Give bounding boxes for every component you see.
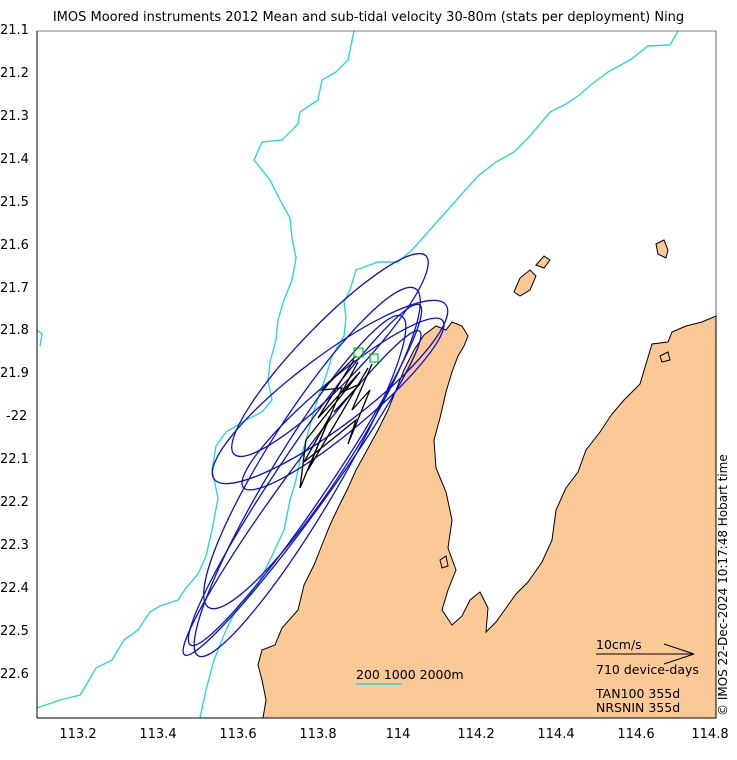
scale-arrow [596,643,695,665]
station-legend-item: NRSNIN 355d [596,700,681,715]
y-tick-label: 22.6 [0,667,29,682]
x-tick-label: 113.8 [299,727,337,742]
x-tick-label: 114.8 [691,727,729,742]
y-tick-label: 21.6 [0,238,29,253]
station-legend-item: TAN100 355d [596,686,681,701]
y-tick-label: 21.1 [0,23,29,38]
isobath-legend-label: 200 1000 2000m [356,667,464,682]
island [535,255,551,269]
variance-ellipse [182,330,422,656]
isobath-200m [199,30,679,719]
isobath-contours [36,30,679,719]
velocity-vector [333,361,361,413]
island [655,239,669,259]
velocity-vectors [299,355,373,489]
y-tick-label: 22.1 [0,452,29,467]
island [659,351,671,363]
x-tick-label: 114.6 [617,727,655,742]
y-tick-label: 22.5 [0,624,29,639]
y-tick-label: 22.4 [0,581,29,596]
variance-ellipses [182,252,449,658]
timestamp-label: © IMOS 22-Dec-2024 10:17:48 Hobart time [716,454,730,716]
y-tick-label: 21.9 [0,366,29,381]
y-tick-label: 21.4 [0,152,29,167]
y-tick-label: 21.3 [0,109,29,124]
station-marker-nrsnin[interactable] [353,347,364,358]
isobath-1000m [36,329,43,347]
station-marker-tan100[interactable] [369,353,379,363]
x-tick-label: 113.6 [219,727,257,742]
variance-ellipse [187,303,423,647]
velocity-vector [299,355,361,489]
y-tick-label: 21.7 [0,281,29,296]
island [439,555,449,569]
x-tick-label: 113.2 [59,727,97,742]
y-tick-label: -22 [6,409,28,424]
x-tick-label: 114.4 [537,727,575,742]
y-tick-label: 21.2 [0,66,29,81]
variance-ellipse [231,252,429,458]
variance-ellipse [203,286,421,610]
velocity-vector [303,363,373,471]
x-tick-label: 114.2 [457,727,495,742]
y-tick-label: 21.8 [0,323,29,338]
land-mass [257,315,717,719]
y-tick-label: 22.3 [0,538,29,553]
variance-ellipse [193,314,407,658]
x-tick-label: 113.4 [139,727,177,742]
x-tick-label: 114 [385,727,411,742]
y-tick-label: 22.2 [0,495,29,510]
island [513,269,537,297]
device-days-label: 710 device-days [596,662,699,677]
y-tick-label: 21.5 [0,195,29,210]
isobath-2000m [36,30,355,709]
variance-ellipse [211,299,449,485]
chart-title: IMOS Moored instruments 2012 Mean and su… [52,10,685,25]
scale-label: 10cm/s [596,637,642,652]
station-markers [353,347,379,363]
